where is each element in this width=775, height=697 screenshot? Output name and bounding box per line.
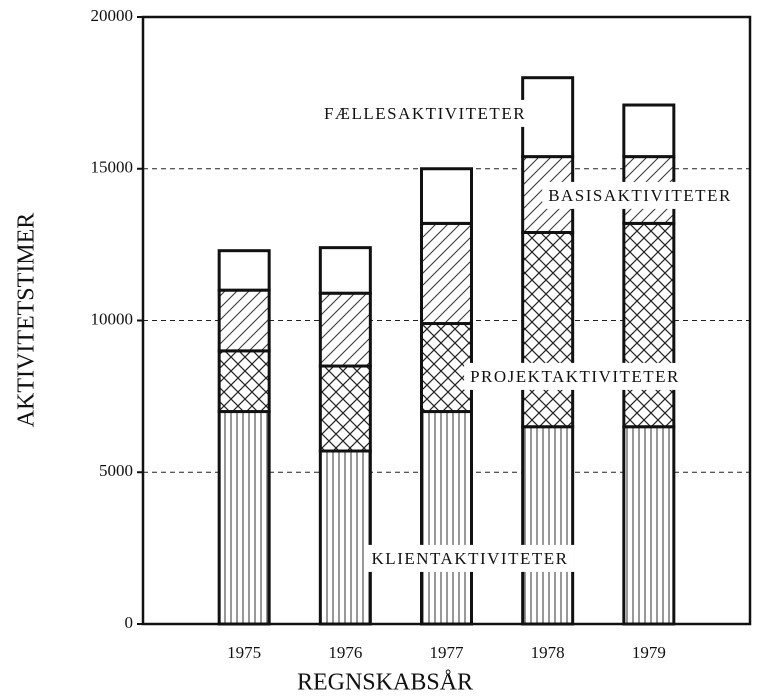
x-tick-label: 1977	[430, 643, 465, 662]
bar-segment	[420, 322, 473, 414]
y-tick-label: 15000	[91, 158, 134, 177]
bar-segment	[521, 425, 575, 626]
x-tick-label: 1976	[328, 643, 362, 662]
bar-segment	[217, 349, 271, 414]
x-axis-label: REGNSKABSÅR	[297, 670, 473, 696]
bar-segment	[622, 221, 676, 429]
series-label-background	[317, 99, 533, 127]
series-label: KLIENTAKTIVITETER	[372, 549, 569, 568]
bar-segment	[420, 410, 473, 626]
y-tick-label: 0	[125, 613, 134, 632]
y-tick-label: 10000	[91, 309, 134, 328]
bar-segment	[217, 249, 271, 292]
bar-segment	[217, 410, 271, 626]
plot-frame	[141, 15, 752, 626]
y-tick-label: 20000	[91, 6, 134, 25]
bar-segment	[622, 103, 676, 159]
x-tick-label: 1975	[227, 643, 261, 662]
series-label-background	[365, 544, 575, 572]
series-label: PROJEKTAKTIVITETER	[470, 367, 680, 386]
series-label-background	[542, 181, 738, 209]
bar-segment	[318, 246, 372, 295]
x-tick-label: 1978	[531, 643, 565, 662]
series-label: FÆLLESAKTIVITETER	[324, 104, 526, 123]
series-label-background	[464, 362, 686, 390]
bar-segment	[217, 288, 271, 353]
y-tick-label: 5000	[99, 461, 133, 480]
bar-segment	[318, 364, 372, 453]
bar-segment	[420, 167, 473, 225]
bar-segment	[622, 425, 676, 626]
y-axis-label: AKTIVITETSTIMER	[14, 213, 40, 428]
series-label: BASISAKTIVITETER	[548, 186, 732, 205]
bar-segment	[521, 230, 575, 429]
bar-segment	[318, 291, 372, 368]
x-tick-label: 1979	[632, 643, 666, 662]
bar-segment	[318, 449, 372, 626]
bar-segment	[420, 221, 473, 326]
